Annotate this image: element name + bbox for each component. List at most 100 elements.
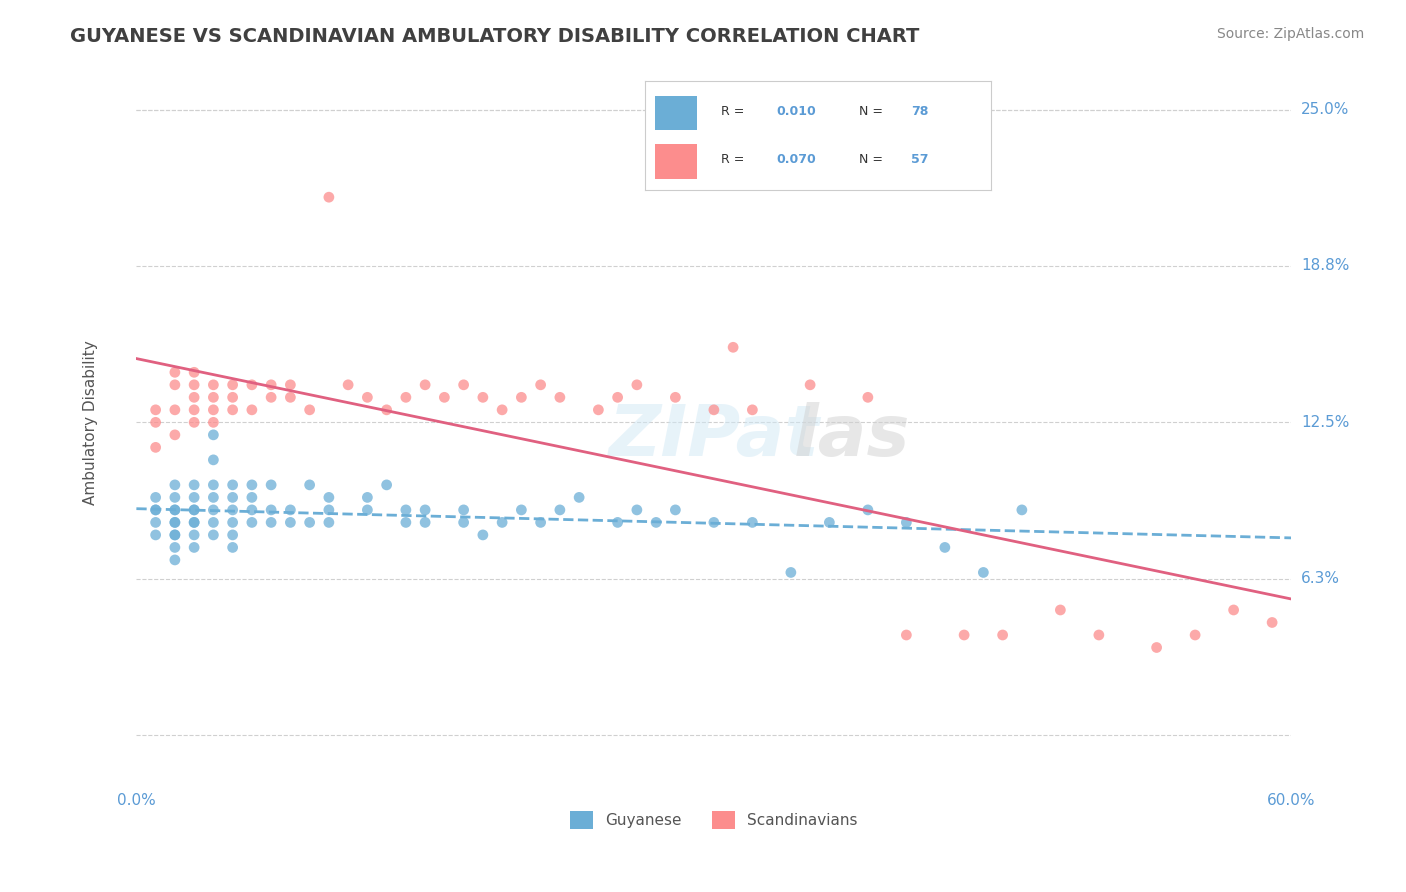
Text: las: las — [794, 402, 911, 471]
Text: 6.3%: 6.3% — [1301, 571, 1340, 586]
Point — [298, 402, 321, 417]
Point — [183, 415, 205, 429]
Point — [202, 491, 225, 505]
Point — [606, 390, 628, 404]
Point — [183, 541, 205, 555]
Point — [202, 453, 225, 467]
Text: 12.5%: 12.5% — [1301, 415, 1350, 430]
Point — [163, 528, 186, 542]
Point — [453, 503, 475, 517]
Point — [260, 377, 283, 392]
Point — [413, 516, 436, 530]
Point — [568, 491, 591, 505]
Point — [453, 377, 475, 392]
Point — [202, 528, 225, 542]
Point — [664, 390, 686, 404]
Text: 0.0%: 0.0% — [117, 793, 156, 807]
Point — [626, 377, 648, 392]
Point — [972, 566, 994, 580]
Point — [318, 516, 340, 530]
Point — [202, 503, 225, 517]
Point — [163, 528, 186, 542]
Point — [260, 516, 283, 530]
Point — [548, 503, 571, 517]
Point — [183, 377, 205, 392]
Point — [280, 503, 302, 517]
Legend: Guyanese, Scandinavians: Guyanese, Scandinavians — [564, 805, 863, 836]
Text: Source: ZipAtlas.com: Source: ZipAtlas.com — [1216, 27, 1364, 41]
Point — [626, 503, 648, 517]
Point — [856, 503, 879, 517]
Point — [799, 377, 821, 392]
Point — [741, 402, 763, 417]
Point — [145, 503, 167, 517]
Point — [163, 516, 186, 530]
Point — [202, 478, 225, 492]
Point — [1146, 640, 1168, 655]
Point — [260, 503, 283, 517]
Point — [202, 402, 225, 417]
Text: 60.0%: 60.0% — [1267, 793, 1316, 807]
Point — [413, 377, 436, 392]
Point — [703, 516, 725, 530]
Point — [145, 528, 167, 542]
Point — [221, 377, 243, 392]
Point — [260, 478, 283, 492]
Point — [298, 478, 321, 492]
Point — [280, 377, 302, 392]
Point — [183, 516, 205, 530]
Point — [395, 503, 418, 517]
Point — [280, 390, 302, 404]
Point — [318, 190, 340, 204]
Point — [356, 491, 378, 505]
Point — [240, 377, 263, 392]
Point — [240, 491, 263, 505]
Point — [221, 516, 243, 530]
Point — [779, 566, 801, 580]
Text: Ambulatory Disability: Ambulatory Disability — [83, 340, 97, 505]
Point — [163, 553, 186, 567]
Point — [202, 428, 225, 442]
Point — [588, 402, 610, 417]
Point — [221, 390, 243, 404]
Point — [896, 628, 918, 642]
Point — [202, 516, 225, 530]
Point — [163, 541, 186, 555]
Point — [163, 516, 186, 530]
Text: 18.8%: 18.8% — [1301, 259, 1350, 274]
Point — [183, 503, 205, 517]
Point — [645, 516, 668, 530]
Point — [1222, 603, 1244, 617]
Point — [471, 390, 494, 404]
Point — [375, 402, 398, 417]
Point — [298, 516, 321, 530]
Point — [145, 402, 167, 417]
Point — [395, 516, 418, 530]
Point — [471, 528, 494, 542]
Point — [240, 516, 263, 530]
Point — [163, 377, 186, 392]
Point — [183, 365, 205, 379]
Point — [221, 503, 243, 517]
Point — [1011, 503, 1033, 517]
Point — [664, 503, 686, 517]
Point — [953, 628, 976, 642]
Point — [163, 478, 186, 492]
Point — [183, 528, 205, 542]
Point — [202, 415, 225, 429]
Point — [606, 516, 628, 530]
Point — [818, 516, 841, 530]
Point — [260, 390, 283, 404]
Point — [240, 478, 263, 492]
Point — [491, 516, 513, 530]
Text: ZIPat: ZIPat — [609, 402, 820, 471]
Point — [453, 516, 475, 530]
Point — [548, 390, 571, 404]
Point — [1261, 615, 1284, 630]
Text: 25.0%: 25.0% — [1301, 102, 1350, 117]
Point — [221, 402, 243, 417]
Point — [433, 390, 456, 404]
Point — [145, 516, 167, 530]
Point — [183, 503, 205, 517]
Point — [163, 503, 186, 517]
